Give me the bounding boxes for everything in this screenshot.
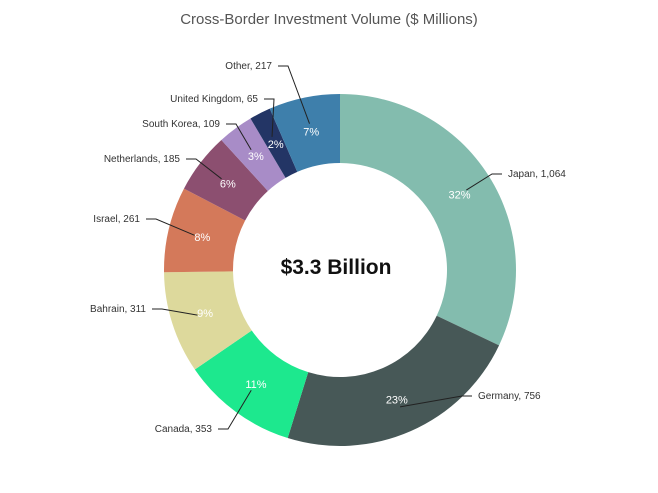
- pct-label-japan: 32%: [449, 189, 471, 201]
- pct-label-south-korea: 3%: [248, 151, 264, 163]
- leader-line-bahrain: [152, 308, 198, 316]
- pct-label-bahrain: 9%: [197, 308, 213, 320]
- pct-label-other: 7%: [303, 126, 319, 138]
- pct-label-netherlands: 6%: [220, 179, 236, 191]
- leader-line-japan: [466, 173, 502, 191]
- slice-united-kingdom: [250, 108, 298, 178]
- slice-label-japan: Japan, 1,064: [508, 169, 566, 180]
- slice-canada: [194, 330, 309, 439]
- leader-line-germany: [399, 395, 472, 408]
- pct-label-canada: 11%: [245, 379, 266, 391]
- leader-line-netherlands: [186, 158, 222, 180]
- leader-line-canada: [218, 390, 252, 430]
- slice-label-netherlands: Netherlands, 185: [104, 154, 181, 165]
- slice-israel: [164, 188, 246, 273]
- slice-netherlands: [183, 140, 268, 221]
- slice-bahrain: [164, 271, 252, 370]
- chart-title: Cross-Border Investment Volume ($ Millio…: [180, 11, 478, 28]
- pct-label-germany: 23%: [386, 395, 408, 407]
- slice-germany: [287, 315, 500, 446]
- leader-line-israel: [146, 218, 195, 236]
- slice-label-germany: Germany, 756: [478, 391, 541, 402]
- slice-label-south-korea: South Korea, 109: [142, 119, 220, 130]
- leader-line-south-korea: [226, 123, 252, 151]
- slice-south-korea: [221, 118, 286, 191]
- slice-other: [269, 94, 340, 172]
- pct-label-united-kingdom: 2%: [268, 139, 284, 151]
- pct-label-israel: 8%: [194, 232, 210, 244]
- slice-label-united-kingdom: United Kingdom, 65: [170, 94, 258, 105]
- slice-label-canada: Canada, 353: [155, 424, 213, 435]
- slice-label-other: Other, 217: [225, 61, 272, 72]
- leader-line-united-kingdom: [264, 98, 275, 137]
- center-total-label: $3.3 Billion: [281, 256, 392, 279]
- slice-label-bahrain: Bahrain, 311: [90, 304, 146, 315]
- slice-japan: [340, 94, 516, 346]
- leader-line-other: [278, 65, 310, 124]
- slice-label-israel: Israel, 261: [93, 214, 140, 225]
